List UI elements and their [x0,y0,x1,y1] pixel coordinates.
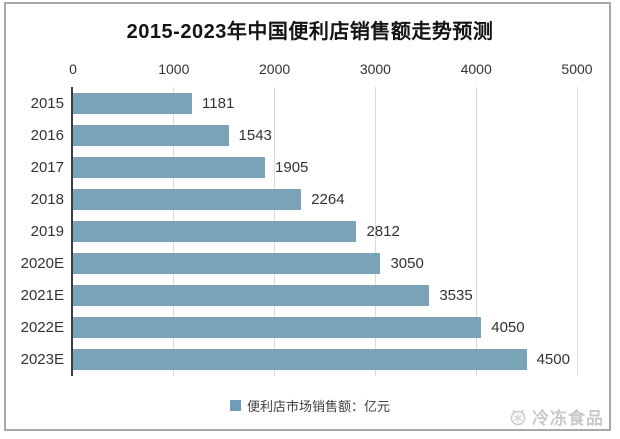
category-label: 2021E [20,287,64,305]
bar [73,253,381,275]
bar [73,285,430,307]
x-axis-tick-labels: 0 1000 2000 3000 4000 5000 [69,61,592,81]
bar-value-label: 3535 [439,287,473,305]
legend-label: 便利店市场销售额：亿元 [246,399,390,414]
bar-value-label: 4050 [491,319,525,337]
x-tick-label: 0 [69,61,77,77]
y-axis-line [71,87,73,376]
category-label: 2018 [30,190,64,208]
bar [73,92,193,114]
bar [73,221,357,242]
category-label: 2017 [30,158,64,176]
bar-value-label: 1543 [238,126,272,144]
category-label: 2016 [30,126,64,144]
gridline [475,87,477,376]
watermark: 冷冻食品 [508,404,604,429]
gridline [374,87,376,376]
bar-value-label: 2264 [311,190,345,208]
y-axis-category-labels: 2015 2016 2017 2018 2019 2020E 2021E 2022E 2023E [4,87,64,376]
category-label: 2020E [20,255,64,273]
bar-value-label: 3050 [390,255,424,273]
legend: 便利店市场销售额：亿元 [0,396,620,415]
plot-area: 1181 1543 1905 2264 2812 3050 3535 4050 4500 [71,87,578,376]
bar [73,349,527,371]
legend-marker-icon [229,400,241,411]
bar [73,317,482,339]
category-label: 2023E [20,351,64,369]
bar-value-label: 1181 [202,94,235,112]
bar [73,188,302,210]
bar-value-label: 1905 [275,158,309,176]
chart-title: 2015-2023年中国便利店销售额走势预测 [126,21,494,43]
bar [73,124,229,146]
category-label: 2022E [20,319,64,337]
gridline [576,87,578,376]
bar [73,156,266,178]
x-tick-label: 3000 [359,61,391,77]
x-tick-label: 2000 [259,61,291,77]
category-label: 2019 [30,222,64,240]
snowflake-logo-icon [510,409,526,425]
x-tick-label: 4000 [460,61,492,77]
bar-value-label: 2812 [366,222,400,240]
bar-value-label: 4500 [536,351,570,369]
x-tick-label: 5000 [561,61,593,77]
x-tick-label: 1000 [158,61,190,77]
watermark-text: 冷冻食品 [532,409,604,428]
category-label: 2015 [30,94,64,112]
